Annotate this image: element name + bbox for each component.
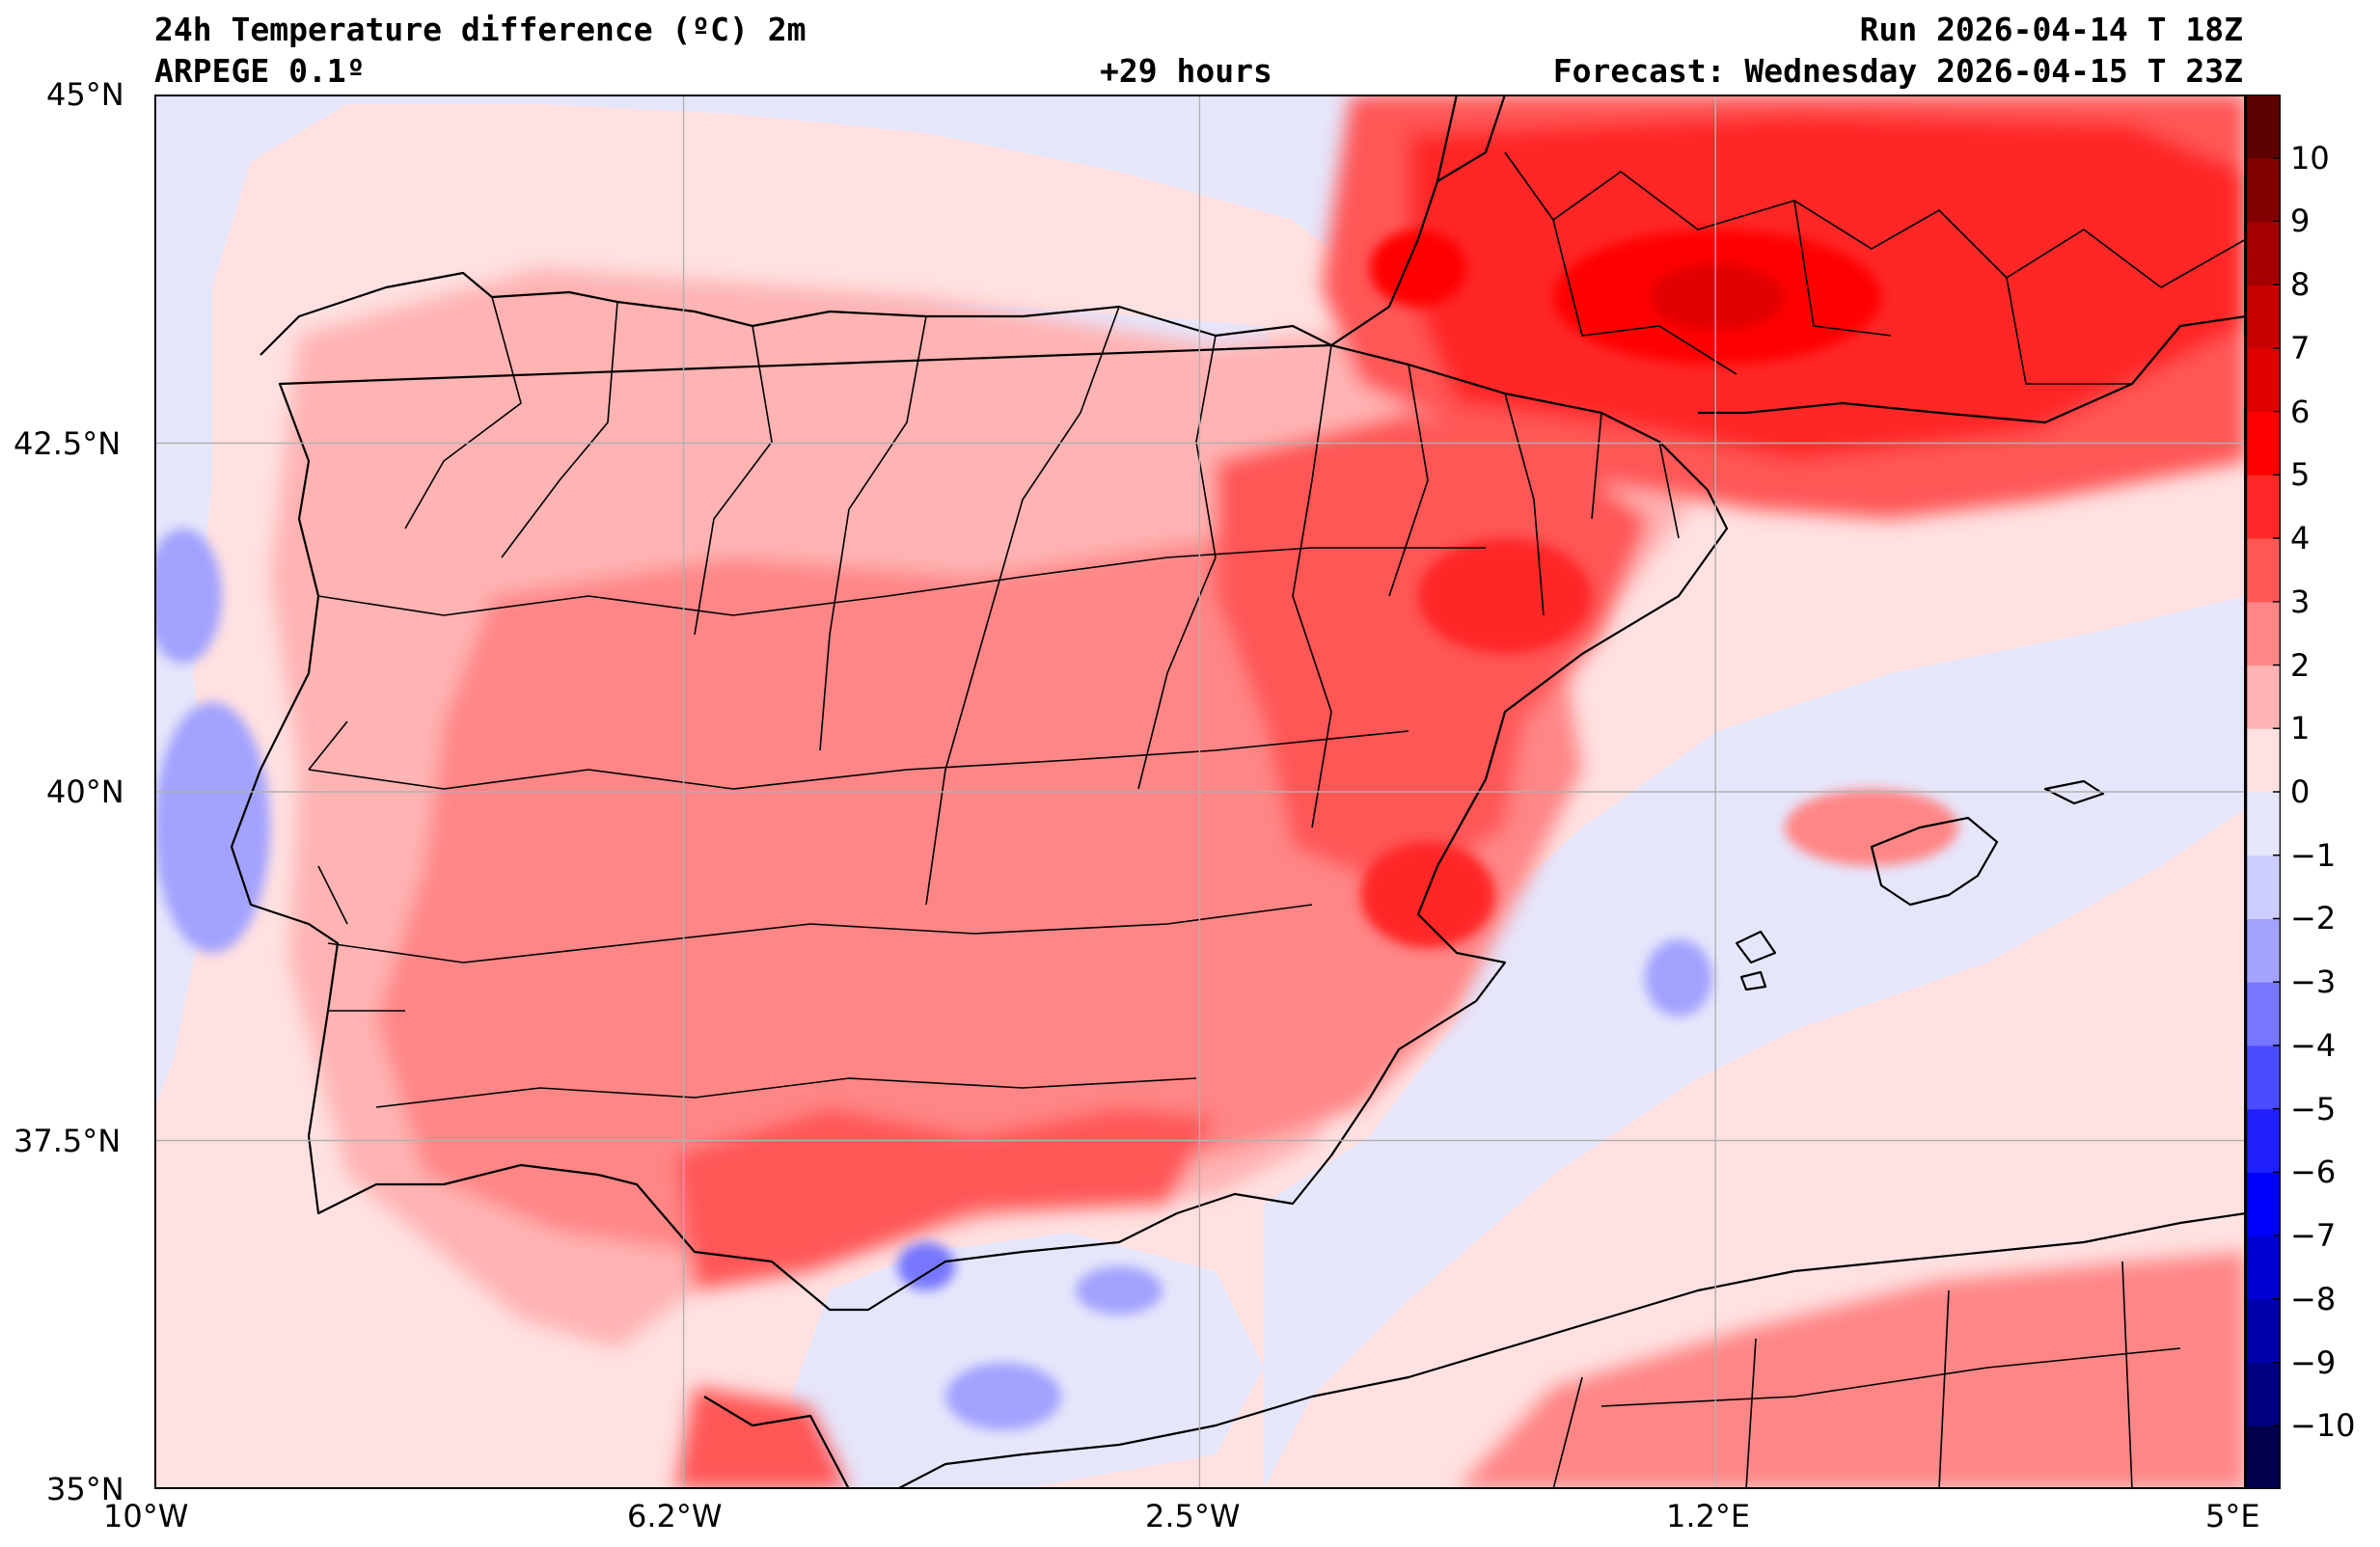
colorbar-segment [2246, 538, 2281, 603]
colorbar-segment [2246, 855, 2281, 919]
colorbar-segment [2246, 157, 2281, 222]
colorbar-label: 4 [2290, 520, 2311, 557]
colorbar-segment [2246, 1362, 2281, 1426]
colorbar-label: 5 [2290, 456, 2311, 494]
colorbar-label: −3 [2290, 963, 2337, 1001]
field-portugal-minus2 [154, 529, 222, 664]
field-aquitaine-plus5 [1370, 230, 1466, 307]
colorbar-segment [2246, 982, 2281, 1046]
colorbar-label: 0 [2290, 774, 2311, 810]
colorbar-label: −9 [2290, 1343, 2337, 1381]
x-tick-3: 1.2°E [1666, 1498, 1751, 1534]
field-atlantic-minus2 [154, 702, 270, 953]
colorbar-segment [2246, 475, 2281, 539]
field-gibraltar-minus3 [897, 1242, 955, 1290]
coastline-formentera [1739, 970, 1767, 991]
colorbar-segment [2246, 728, 2281, 793]
colorbar-segment [2246, 285, 2281, 349]
field-balearic-minus2 [1645, 939, 1712, 1017]
colorbar-segment [2246, 1425, 2281, 1489]
lead-time-label: +29 hours [1100, 52, 1272, 90]
colorbar-label: 10 [2290, 139, 2330, 176]
colorbar-label: 2 [2290, 646, 2311, 684]
forecast-label: Forecast: Wednesday 2026-04-15 T 23Z [1552, 52, 2243, 90]
admin-borders [308, 151, 2246, 1489]
colorbar-label: −2 [2290, 900, 2337, 937]
colorbar-label: −5 [2290, 1090, 2337, 1127]
colorbar [2246, 95, 2281, 1489]
x-tick-4: 5°E [2205, 1498, 2260, 1534]
field-ebro-plus4 [1418, 538, 1592, 654]
map-frame [154, 95, 2246, 1489]
field-atlantic-cool [154, 95, 1380, 1107]
colorbar-label: −8 [2290, 1280, 2337, 1317]
colorbar-label: 3 [2290, 583, 2311, 620]
y-tick-2: 40°N [46, 774, 124, 810]
colorbar-label: −4 [2290, 1026, 2337, 1064]
coastline-africa [703, 1211, 2246, 1489]
colorbar-segment [2246, 918, 2281, 983]
colorbar-label: −1 [2290, 836, 2337, 874]
colorbar-segment [2246, 665, 2281, 729]
chart-title: 24h Temperature difference (ºC) 2m [154, 11, 807, 48]
coastline-france [1436, 95, 2246, 424]
x-tick-1: 6.2°W [627, 1498, 723, 1534]
colorbar-segment [2246, 1045, 2281, 1110]
y-tick-4: 35°N [46, 1471, 124, 1507]
field-alboran-minus2b [945, 1363, 1061, 1430]
field-menorca-plus2 [1785, 789, 1958, 866]
colorbar-label: −6 [2290, 1153, 2337, 1191]
field-andalusia-plus3 [675, 1107, 1216, 1290]
colorbar-label: 1 [2290, 710, 2311, 747]
coastline-menorca [2043, 779, 2105, 805]
colorbar-label: 6 [2290, 393, 2311, 430]
colorbar-segment [2246, 792, 2281, 856]
colorbar-segment [2246, 221, 2281, 285]
y-tick-1: 42.5°N [14, 425, 122, 462]
coastline-mallorca [1870, 816, 1999, 907]
colorbar-segment [2246, 1172, 2281, 1236]
colorbar-label: −7 [2290, 1217, 2337, 1255]
x-tick-0: 10°W [103, 1498, 189, 1534]
field-pyrenees-plus3 [1216, 413, 1650, 895]
colorbar-segment [2246, 1298, 2281, 1364]
y-tick-3: 37.5°N [14, 1123, 122, 1159]
temperature-difference-map [154, 95, 2246, 1489]
colorbar-label: −10 [2290, 1407, 2356, 1445]
coastline-iberia [230, 95, 1729, 1312]
colorbar-segment [2246, 95, 2281, 159]
model-label: ARPEGE 0.1º [154, 52, 366, 90]
colorbar-segment [2246, 1235, 2281, 1300]
colorbar-label: 9 [2290, 203, 2311, 240]
coastline-ibiza [1735, 930, 1777, 964]
field-morocco-plus3 [675, 1387, 849, 1489]
colorbar-segment [2246, 1108, 2281, 1173]
x-tick-2: 2.5°W [1145, 1498, 1241, 1534]
colorbar-segment [2246, 347, 2281, 413]
run-label: Run 2026-04-14 T 18Z [1859, 11, 2243, 48]
field-valencia-plus4 [1360, 842, 1495, 948]
field-africa-plus2 [1457, 1252, 2246, 1489]
field-med-cool [1264, 596, 2246, 1489]
coastlines [230, 95, 2246, 1489]
colorbar-label: 8 [2290, 266, 2311, 304]
colorbar-segment [2246, 411, 2281, 475]
field-france-plus6 [1650, 263, 1785, 331]
gridlines [154, 95, 2246, 1489]
colorbar-segment [2246, 601, 2281, 666]
field-alboran-minus2 [1076, 1266, 1163, 1315]
colorbar-label: 7 [2290, 329, 2311, 366]
y-tick-0: 45°N [46, 76, 124, 113]
